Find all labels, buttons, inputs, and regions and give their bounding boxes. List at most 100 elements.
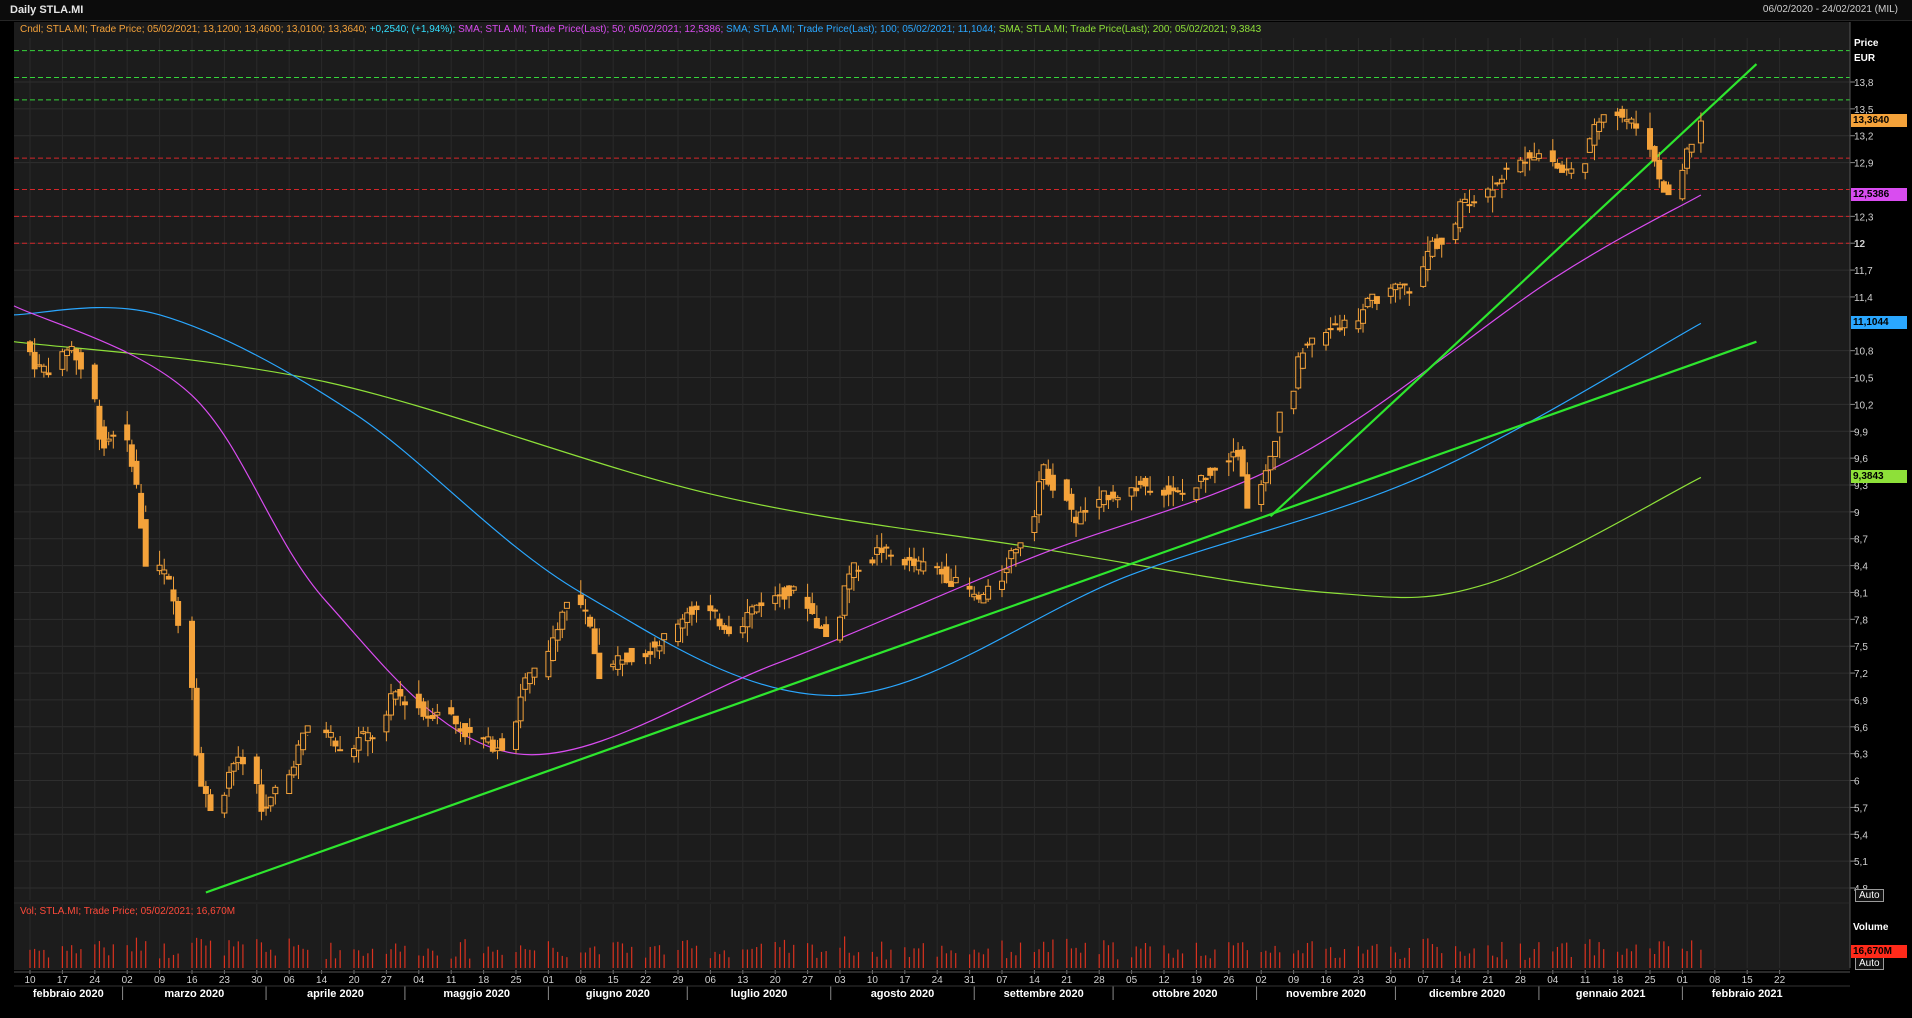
price-tick-label: 6,3 [1854,750,1868,761]
candle-body [596,652,603,680]
candle-body [1295,356,1302,389]
candle-body [587,616,594,627]
candle-body [1684,148,1691,169]
candle-body [841,585,848,616]
candle-body [1174,490,1181,493]
candle-body [1656,159,1663,180]
candle-body [739,626,746,634]
trend-line [205,340,1757,894]
volume-value-tag: 16,670M [1851,945,1907,958]
candle-body [175,601,182,626]
price-tick-label: 9 [1854,508,1860,519]
price-panel[interactable] [14,22,1850,902]
candle-body [124,424,131,441]
price-axis-title: Price [1854,38,1879,49]
candle-body [230,763,237,772]
candle-body [712,609,719,612]
volume-axis-title: Volume [1853,922,1889,933]
price-tick-label: 11,7 [1854,266,1873,277]
volume-auto-scale-button[interactable]: Auto [1855,957,1884,970]
candle-body [513,721,519,750]
candle-body [45,372,52,376]
x-month-label: luglio 2020 [731,988,788,1000]
volume-panel[interactable] [14,904,1850,970]
candle-body [790,586,797,591]
candle-body [1323,332,1329,346]
price-tick-label: 10,5 [1854,374,1874,385]
candle-body [193,687,200,756]
candle-body [707,605,714,612]
chart-legend: Cndl; STLA.MI; Trade Price; 05/02/2021; … [20,24,1261,36]
candle-body [999,580,1005,590]
x-day-label: 24 [932,975,944,986]
candle-body [1202,477,1209,481]
x-month-label: febbraio 2020 [33,988,104,1000]
candle-body [226,771,233,789]
candle-body [786,585,793,597]
candle-body [59,351,66,370]
candle-body [1133,487,1140,492]
price-axis-unit: EUR [1854,53,1876,64]
candle-body [96,405,103,440]
candle-body [202,786,209,794]
price-auto-scale-button[interactable]: Auto [1855,889,1884,902]
candle-body [559,611,566,630]
candle-body [753,604,760,613]
candle-body [1397,284,1404,289]
price-tick-label: 12,3 [1854,212,1874,223]
candle-body [887,554,894,557]
candle-body [1017,542,1024,549]
x-day-label: 08 [1709,975,1721,986]
candle-body [804,596,811,609]
x-day-label: 20 [348,975,360,986]
candle-body [452,715,459,725]
candle-body [101,426,108,449]
candle-body [448,707,455,715]
candle-body [110,434,117,437]
candle-body [1438,237,1445,245]
legend-sma100: SMA; STLA.MI; Trade Price(Last); 100; 05… [723,24,996,35]
candle-body [1341,319,1348,329]
candle-body [1077,511,1084,525]
candle-body [855,569,862,572]
candle-body [429,715,436,719]
x-day-label: 07 [1418,975,1430,986]
candle-body [1688,143,1695,153]
candle-body [1049,474,1056,491]
candle-body [1207,467,1214,476]
candle-body [1336,327,1343,331]
candle-body [1591,124,1598,146]
candle-body [1628,118,1635,124]
candle-body [920,561,927,572]
x-day-label: 17 [899,975,911,986]
sma100-value-tag: 11,1044 [1851,316,1907,330]
x-day-label: 07 [996,975,1008,986]
candle-body [531,667,538,678]
price-tick-label: 13,5 [1854,105,1874,116]
legend-sma200: SMA; STLA.MI; Trade Price(Last); 200; 05… [996,24,1262,35]
candle-body [679,618,686,629]
candle-body [1522,161,1529,164]
legend-sma50: SMA; STLA.MI; Trade Price(Last); 50; 05/… [455,24,724,35]
x-day-label: 16 [186,975,198,986]
price-tick-label: 11,4 [1854,293,1873,304]
candle-body [286,774,293,795]
candle-body [1600,114,1607,123]
candle-body [1535,153,1542,159]
candle-body [332,740,339,747]
candle-body [1244,474,1251,509]
candle-body [1031,516,1038,533]
x-day-label: 01 [1677,975,1689,986]
candle-body [1003,568,1010,574]
candle-body [351,748,357,758]
x-day-label: 21 [1061,975,1073,986]
candle-body [68,345,75,352]
price-tick-label: 9,6 [1854,454,1868,465]
candle-body [300,732,307,751]
candle-body [1457,201,1464,229]
candle-body [758,602,765,607]
price-tick-label: 6,9 [1854,696,1868,707]
candle-body [1461,198,1468,203]
candle-body [1401,283,1408,286]
